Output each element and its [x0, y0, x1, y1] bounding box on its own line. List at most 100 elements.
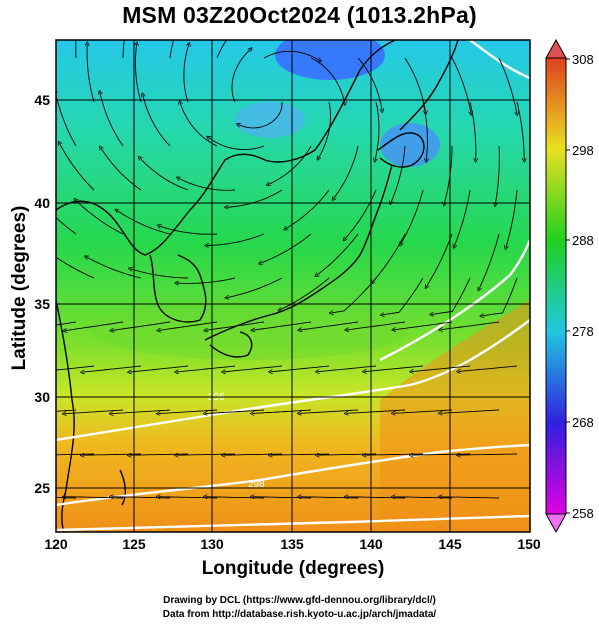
- streamline: [112, 321, 171, 331]
- y-tick-label: 40: [34, 195, 50, 211]
- streamline: [100, 92, 124, 147]
- streamline: [469, 101, 476, 160]
- streamline: [59, 143, 95, 191]
- streamline: [56, 321, 77, 326]
- streamline: [426, 233, 453, 287]
- streamline: [454, 189, 471, 247]
- streamline: [333, 145, 359, 199]
- x-axis-label: Longitude (degrees): [201, 558, 385, 579]
- colorbar-tick: 268: [572, 415, 594, 430]
- streamline: [65, 321, 124, 331]
- streamline: [260, 233, 312, 263]
- grid-lines: [56, 40, 530, 532]
- streamline: [422, 101, 427, 160]
- contour-label: 298: [248, 479, 265, 490]
- streamline: [498, 57, 517, 114]
- streamline: [178, 178, 236, 191]
- streamline: [183, 44, 189, 103]
- streamline: [404, 57, 426, 113]
- streamline: [207, 233, 265, 246]
- colorbar-max-arrow: [545, 38, 567, 59]
- streamline: [459, 365, 518, 372]
- map-title: MSM 03Z20Oct2024 (1013.2hPa): [122, 2, 477, 28]
- streamline: [280, 277, 330, 310]
- streamline: [169, 40, 175, 59]
- streamline: [208, 137, 265, 151]
- streamline: [64, 409, 124, 414]
- plot-frame: [55, 39, 531, 533]
- streamline: [87, 44, 95, 103]
- streamline: [111, 409, 171, 414]
- isotherms: [56, 40, 530, 532]
- colorbar-tick: 298: [572, 143, 594, 158]
- colorbar-tick: 278: [572, 324, 594, 339]
- streamline: [506, 189, 518, 248]
- streamline: [206, 321, 265, 330]
- colorbar-tick: 258: [572, 506, 594, 521]
- streamline: [238, 102, 283, 129]
- streamline: [394, 321, 453, 330]
- streamline: [122, 40, 125, 59]
- streamline: [347, 321, 406, 330]
- streamline: [140, 158, 189, 191]
- streamline: [300, 321, 359, 330]
- colorbar-tick: 288: [572, 233, 594, 248]
- streamline: [310, 57, 345, 104]
- y-tick-label: 25: [34, 480, 50, 496]
- streamline: [231, 49, 251, 103]
- credit-drawing: Drawing by DCL (https://www.gfd-dennou.o…: [163, 595, 436, 606]
- streamline: [495, 145, 500, 205]
- streamline: [226, 189, 283, 207]
- streamline: [401, 189, 424, 244]
- streamline: [285, 189, 330, 229]
- streamline: [130, 269, 189, 279]
- x-tick-label: 125: [122, 536, 146, 552]
- streamline: [458, 454, 518, 455]
- streamline: [205, 409, 265, 414]
- streamline: [299, 409, 359, 413]
- streamline: [357, 57, 382, 111]
- streamline: [516, 101, 524, 160]
- y-tick-label: 30: [34, 389, 50, 405]
- streamline: [227, 277, 283, 298]
- streamline: [180, 102, 218, 147]
- x-tick-label: 120: [44, 536, 68, 552]
- colorbar-body: [545, 57, 567, 515]
- y-tick-label: 45: [34, 92, 50, 108]
- x-tick-label: 130: [200, 536, 224, 552]
- streamline: [252, 409, 312, 414]
- y-tick-label: 35: [34, 296, 50, 312]
- streamline: [372, 233, 406, 283]
- streamline: [177, 277, 236, 283]
- streamline: [101, 148, 142, 191]
- streamline: [331, 277, 377, 313]
- coastlines: [56, 40, 459, 532]
- streamline: [117, 210, 171, 235]
- temperature-field: [56, 40, 530, 532]
- streamline: [224, 365, 283, 372]
- streamline: [365, 365, 424, 372]
- streamline: [479, 233, 500, 289]
- streamline: [159, 226, 218, 235]
- x-tick-label: 140: [359, 536, 383, 552]
- streamline: [75, 40, 77, 59]
- streamline: [83, 365, 142, 372]
- streamline: [412, 365, 471, 372]
- wind-streamlines: [56, 40, 524, 498]
- credit-data: Data from http://database.rish.kyoto-u.a…: [162, 609, 437, 620]
- streamline: [159, 321, 218, 330]
- streamline: [177, 365, 236, 372]
- streamline: [345, 189, 377, 239]
- streamline: [375, 101, 380, 160]
- streamline: [271, 365, 330, 372]
- streamline: [393, 409, 453, 413]
- streamline: [158, 409, 218, 414]
- streamline: [451, 57, 471, 113]
- streamline: [130, 365, 189, 372]
- streamline: [56, 409, 77, 412]
- streamline: [318, 365, 377, 372]
- streamline: [391, 145, 406, 203]
- streamline: [253, 321, 312, 330]
- x-tick-label: 150: [517, 536, 541, 552]
